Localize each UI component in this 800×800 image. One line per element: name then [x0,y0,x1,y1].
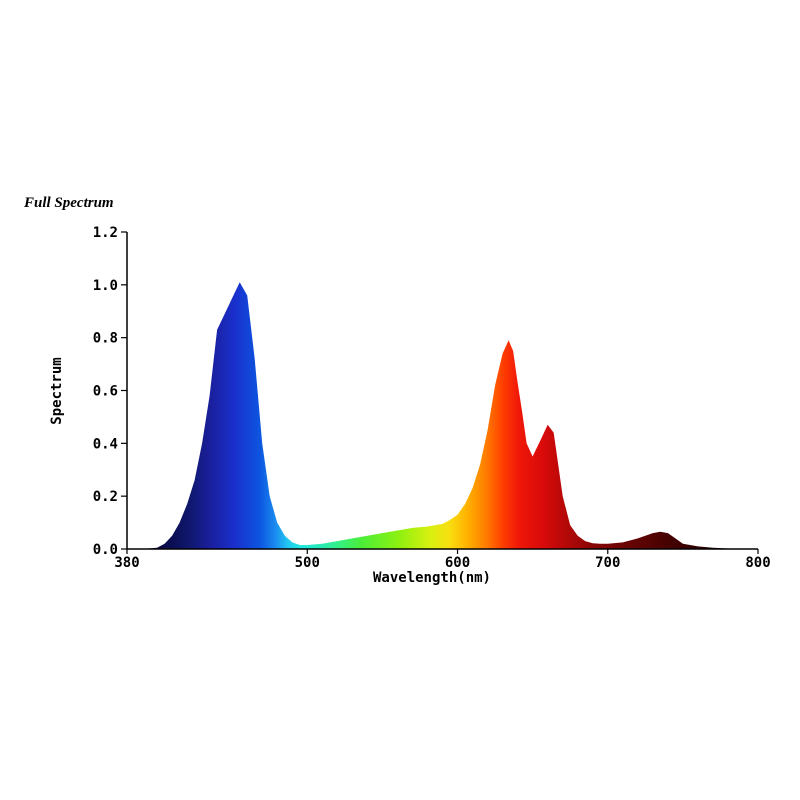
y-tick-label: 0.0 [93,542,118,558]
y-tick-label: 1.2 [93,225,118,241]
x-tick-label: 500 [295,555,320,571]
chart-title: Full Spectrum [23,195,114,211]
x-tick-label: 380 [114,555,139,571]
y-tick-label: 0.8 [93,331,118,347]
y-tick-label: 0.2 [93,489,118,505]
x-tick-label: 700 [595,555,620,571]
y-axis-label: Spectrum [49,357,65,424]
x-tick-label: 800 [745,555,770,571]
spectrum-area [142,282,758,549]
y-tick-label: 1.0 [93,278,118,294]
plot-area [142,282,758,549]
x-axis-ticks: 380 500 600 700 800 [114,549,771,571]
y-tick-label: 0.6 [93,384,118,400]
x-tick-label: 600 [445,555,470,571]
x-axis-label: Wavelength(nm) [373,570,491,586]
y-axis-ticks: 0.0 0.2 0.4 0.6 0.8 1.0 1.2 [93,225,127,558]
y-tick-label: 0.4 [93,436,118,452]
